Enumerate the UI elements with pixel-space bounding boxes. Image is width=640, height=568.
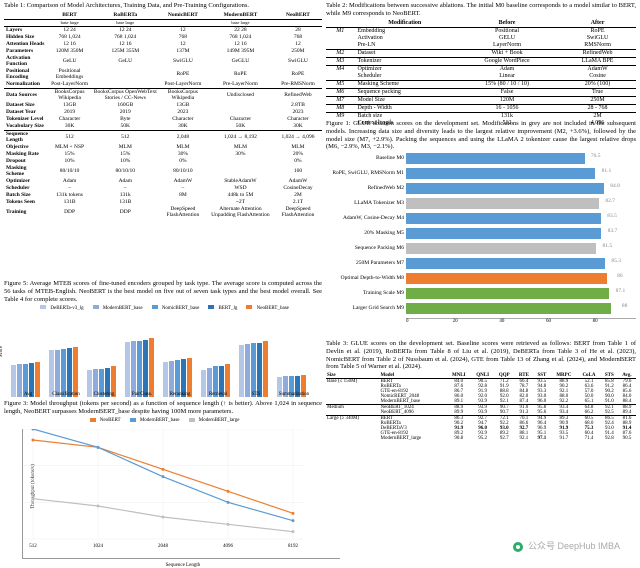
table3-panel: Table 3: GLUE scores on the development … [326,340,636,441]
watermark: 公众号 DeepHub IMBA [513,539,620,552]
t1-header: NeoBERT [274,12,322,20]
t1-header: RoBERTa [92,12,159,20]
t1-header: BERT [47,12,91,20]
table1-panel: Table 1: Comparison of Model Architectur… [4,2,322,219]
wechat-icon [513,542,523,552]
figure3-svg: 51210242048409681920100002000030000 [23,429,313,549]
figure5-ylabel: Score [0,345,4,356]
figure3-xlabel: Sequence Length [166,563,201,568]
figure5-legend: DeBERTa-v3_lg ModernBERT_base NomicBERT_… [4,305,322,310]
figure5-caption: Figure 5: Average MTEB scores of fine-tu… [4,280,322,303]
svg-text:512: 512 [29,544,37,549]
svg-text:2048: 2048 [158,544,169,549]
figure5-panel: Figure 5: Average MTEB scores of fine-tu… [4,280,322,409]
table3: SizeModelMNLIQNLIQQPRTESSTMRPCCoLASTSAvg… [326,373,636,441]
figure1-panel: Figure 1: GLUE ablation scores on the de… [326,120,636,320]
figure3-panel: Figure 3: Model throughput (tokens per s… [4,400,322,559]
svg-text:1024: 1024 [93,544,104,549]
t1-header: ModernBERT [207,12,274,20]
t1-header [4,12,47,20]
table3-caption: Table 3: GLUE scores on the development … [326,340,636,371]
figure5-chart: Score AvgClassificationClusteringPairCla… [4,319,322,409]
figure3-legend: NeoBERT ModernBERT_base ModernBERT_large [4,418,322,423]
table1: BERTRoBERTaNomicBERTModernBERTNeoBERTbas… [4,12,322,219]
table2-panel: Table 2: Modifications between successiv… [326,2,636,127]
table2-caption: Table 2: Modifications between successiv… [326,2,636,18]
t1-header: NomicBERT [159,12,207,20]
svg-text:8192: 8192 [288,544,299,549]
svg-text:4096: 4096 [223,544,234,549]
figure1-chart: Baseline M076.5RoPE, SwiGLU, RMSNorm M18… [326,153,636,343]
table1-caption: Table 1: Comparison of Model Architectur… [4,2,322,10]
figure3-chart: Throughput (tokens/s) Sequence Length 51… [22,429,340,559]
figure1-caption: Figure 1: GLUE ablation scores on the de… [326,120,636,151]
figure3-caption: Figure 3: Model throughput (tokens per s… [4,400,322,416]
table2: ModificationBeforeAfterM1EmbeddingPositi… [326,20,636,127]
watermark-text: 公众号 DeepHub IMBA [528,541,620,551]
